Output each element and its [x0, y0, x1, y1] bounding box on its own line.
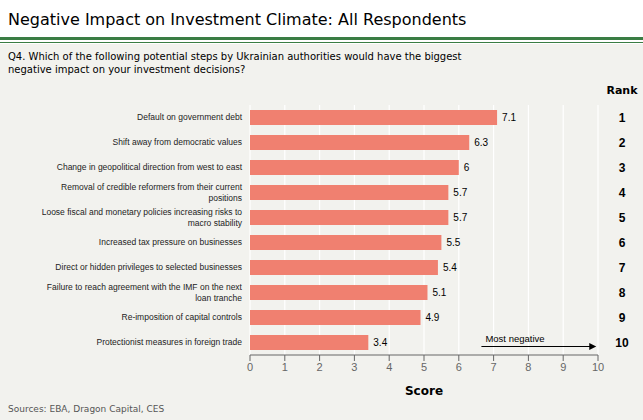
- svg-text:Default on government debt: Default on government debt: [137, 112, 243, 122]
- html-text:Rank: Rank: [606, 84, 638, 97]
- svg-text:6.3: 6.3: [474, 137, 488, 148]
- svg-text:4.9: 4.9: [426, 312, 440, 323]
- svg-text:Protectionist measures in fore: Protectionist measures in foreign trade: [96, 337, 242, 347]
- svg-text:Increased tax pressure on busi: Increased tax pressure on businesses: [99, 237, 242, 247]
- svg-text:2: 2: [619, 136, 626, 150]
- svg-text:5.7: 5.7: [453, 187, 467, 198]
- svg-text:4: 4: [386, 361, 392, 373]
- svg-text:Removal of credible reformers: Removal of credible reformers from their…: [61, 182, 243, 202]
- svg-text:3: 3: [619, 161, 626, 175]
- svg-text:5.5: 5.5: [446, 237, 460, 248]
- svg-text:8: 8: [525, 361, 531, 373]
- svg-text:Shift away from democratic val: Shift away from democratic values: [113, 137, 242, 147]
- html-text:Q4. Which of the following pot: Q4. Which of the following potential ste…: [8, 51, 462, 75]
- svg-text:Most negative: Most negative: [485, 333, 544, 344]
- svg-text:Re-imposition of capital contr: Re-imposition of capital controls: [122, 312, 242, 322]
- svg-text:5.4: 5.4: [443, 262, 457, 273]
- svg-text:1: 1: [619, 111, 626, 125]
- svg-text:1: 1: [282, 361, 288, 373]
- html-text:Negative Impact on Investment: Negative Impact on Investment Climate: A…: [8, 10, 467, 29]
- svg-text:3: 3: [351, 361, 357, 373]
- svg-text:Change in geopolitical directi: Change in geopolitical direction from we…: [57, 162, 243, 172]
- svg-text:10: 10: [615, 336, 629, 350]
- svg-text:7: 7: [491, 361, 497, 373]
- svg-text:2: 2: [317, 361, 323, 373]
- svg-text:6: 6: [464, 162, 470, 173]
- svg-text:4: 4: [619, 186, 626, 200]
- svg-text:3.4: 3.4: [373, 337, 387, 348]
- svg-text:10: 10: [592, 361, 604, 373]
- svg-text:5.1: 5.1: [432, 287, 446, 298]
- svg-text:7.1: 7.1: [502, 112, 516, 123]
- svg-text:Loose fiscal and monetary poli: Loose fiscal and monetary policies incre…: [42, 207, 243, 227]
- svg-text:5: 5: [619, 211, 626, 225]
- html-text:Sources: EBA, Dragon Capital,: Sources: EBA, Dragon Capital, CES: [8, 404, 165, 414]
- svg-text:Score: Score: [405, 384, 443, 398]
- svg-text:8: 8: [619, 286, 626, 300]
- svg-text:Direct or hidden privileges to: Direct or hidden privileges to selected …: [55, 262, 242, 272]
- svg-text:5: 5: [421, 361, 427, 373]
- svg-text:9: 9: [560, 361, 566, 373]
- svg-text:6: 6: [456, 361, 462, 373]
- svg-text:5.7: 5.7: [453, 212, 467, 223]
- svg-text:Failure to reach agreement wit: Failure to reach agreement with the IMF …: [47, 282, 243, 302]
- svg-text:0: 0: [247, 361, 253, 373]
- svg-text:9: 9: [619, 311, 626, 325]
- svg-text:6: 6: [619, 236, 626, 250]
- svg-text:7: 7: [619, 261, 626, 275]
